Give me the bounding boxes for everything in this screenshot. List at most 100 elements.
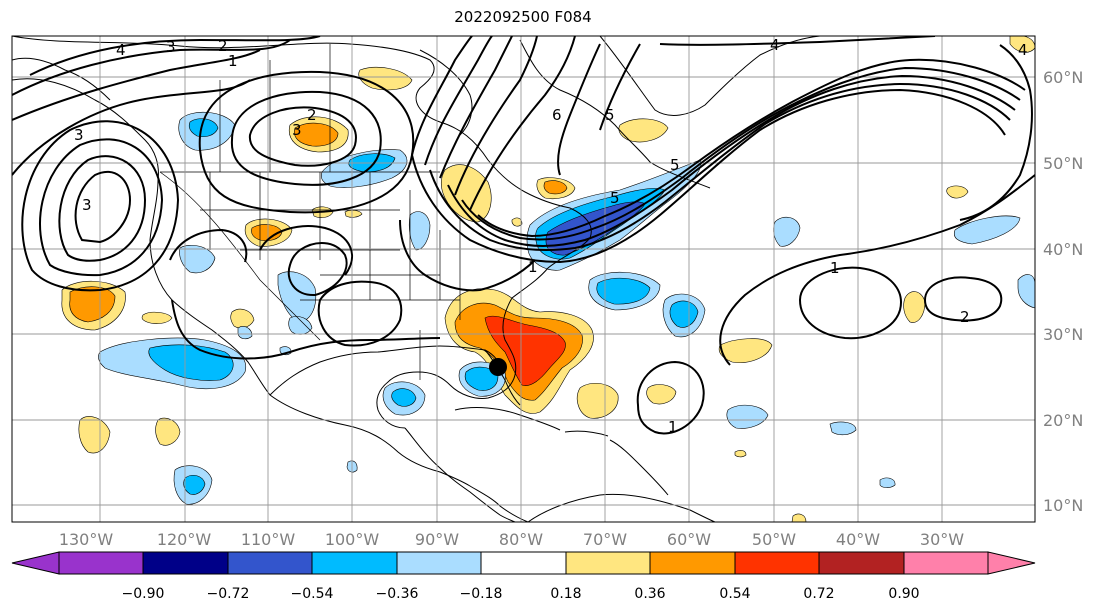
colorbar-segment <box>11 551 60 575</box>
gridlines <box>12 36 1035 522</box>
hot-area <box>484 315 566 386</box>
warm-area <box>903 291 926 323</box>
map-frame <box>11 35 1036 523</box>
colorbar-segment <box>396 551 482 575</box>
cool-area-mid <box>596 277 651 305</box>
alaska <box>12 57 111 101</box>
contour-labels: 4 3 2 1 3 2 3 1 6 5 4 5 5 4 1 2 1 3 <box>74 36 1028 436</box>
contour-label: 4 <box>116 41 126 59</box>
warm-area <box>358 67 413 91</box>
cuba <box>454 407 561 431</box>
labrador <box>519 39 711 189</box>
lon-label: 70°W <box>583 530 627 549</box>
cool-area-mid <box>183 475 206 495</box>
contour-label: 1 <box>830 259 840 277</box>
political-borders <box>159 44 461 380</box>
warm-area-core <box>69 286 116 323</box>
contour-label: 4 <box>770 36 780 54</box>
colorbar-tick: −0.18 <box>460 586 503 602</box>
warm-area <box>577 382 619 419</box>
contour-lines <box>12 36 1035 435</box>
cool-area <box>179 245 216 274</box>
contour-label: 3 <box>82 196 92 214</box>
cool-area <box>1017 274 1035 309</box>
coastline-west <box>12 78 529 522</box>
cool-area-mid <box>391 388 417 407</box>
colorbar-segment <box>480 551 567 575</box>
lat-label: 50°N <box>1043 154 1083 173</box>
lat-label: 60°N <box>1043 68 1083 87</box>
colorbar-segment <box>227 551 313 575</box>
south-america <box>527 493 716 522</box>
contour-label: 5 <box>670 156 680 174</box>
colorbar-segment <box>818 551 905 575</box>
contour-label: 2 <box>960 308 970 326</box>
map-background <box>12 36 1035 522</box>
longitude-axis: 130°W 120°W 110°W 100°W 90°W 80°W 70°W 6… <box>59 530 964 549</box>
warm-area <box>946 185 969 199</box>
cool-area <box>829 421 857 436</box>
lon-label: 120°W <box>157 530 212 549</box>
cool-area <box>953 215 1021 245</box>
map-title: 2022092500 F084 <box>454 8 592 26</box>
warm-area <box>734 450 747 458</box>
colorbar-tick: 0.72 <box>803 586 834 602</box>
warm-area <box>511 217 523 227</box>
cool-area <box>237 326 253 340</box>
lat-label: 30°N <box>1043 325 1083 344</box>
warm-area <box>718 338 773 363</box>
gulf-coast <box>269 345 503 396</box>
latitude-axis: 60°N 50°N 40°N 30°N 20°N 10°N <box>1043 68 1083 515</box>
lon-label: 80°W <box>499 530 543 549</box>
lon-label: 40°W <box>836 530 880 549</box>
warm-area <box>791 513 807 522</box>
colorbar-segment <box>565 551 651 575</box>
contour-label: 4 <box>1018 41 1028 59</box>
warm-area <box>440 164 492 223</box>
colorbar-segment <box>142 551 229 575</box>
colorbar-tick: −0.90 <box>122 586 165 602</box>
colorbar <box>11 551 1036 575</box>
coastline-east <box>12 36 592 429</box>
warm-area-core <box>251 224 283 242</box>
contour-label: 2 <box>307 106 317 124</box>
storm-center-marker <box>489 358 507 376</box>
lon-label: 50°W <box>752 530 796 549</box>
lesser-antilles <box>609 439 669 496</box>
contour-label: 3 <box>292 121 302 139</box>
hudson-bay <box>419 49 473 136</box>
lon-label: 100°W <box>325 530 380 549</box>
colorbar-tick: −0.36 <box>376 586 419 602</box>
contour-label: 1 <box>228 52 238 70</box>
shaded-fields <box>61 36 1035 522</box>
lat-label: 40°N <box>1043 240 1083 259</box>
colorbar-segment <box>987 551 1036 575</box>
colorbar-tick: 0.54 <box>719 586 750 602</box>
warm-area-core <box>543 180 568 195</box>
coastlines <box>12 36 821 522</box>
contour-label: 5 <box>610 189 620 207</box>
colorbar-segment <box>58 551 144 575</box>
colorbar-segment <box>649 551 736 575</box>
lon-label: 90°W <box>415 530 459 549</box>
colorbar-ticks: −0.90 −0.72 −0.54 −0.36 −0.18 0.18 0.36 … <box>122 586 920 602</box>
florida <box>484 349 521 406</box>
cool-area-mid <box>464 366 499 391</box>
lat-label: 10°N <box>1043 496 1083 515</box>
contour-label: 5 <box>605 106 615 124</box>
colorbar-tick: 0.90 <box>888 586 919 602</box>
colorbar-tick: 0.18 <box>550 586 581 602</box>
lon-label: 60°W <box>667 530 711 549</box>
warm-area <box>141 311 173 324</box>
warm-area <box>646 384 677 405</box>
lat-label: 20°N <box>1043 411 1083 430</box>
colorbar-segment <box>903 551 989 575</box>
cool-area-mid <box>188 118 219 138</box>
contour-label: 3 <box>166 38 176 56</box>
warm-area <box>78 416 111 454</box>
colorbar-segment <box>311 551 398 575</box>
contour-label: 1 <box>528 258 538 276</box>
contour-label: 2 <box>218 37 228 55</box>
colorbar-tick: 0.36 <box>634 586 665 602</box>
